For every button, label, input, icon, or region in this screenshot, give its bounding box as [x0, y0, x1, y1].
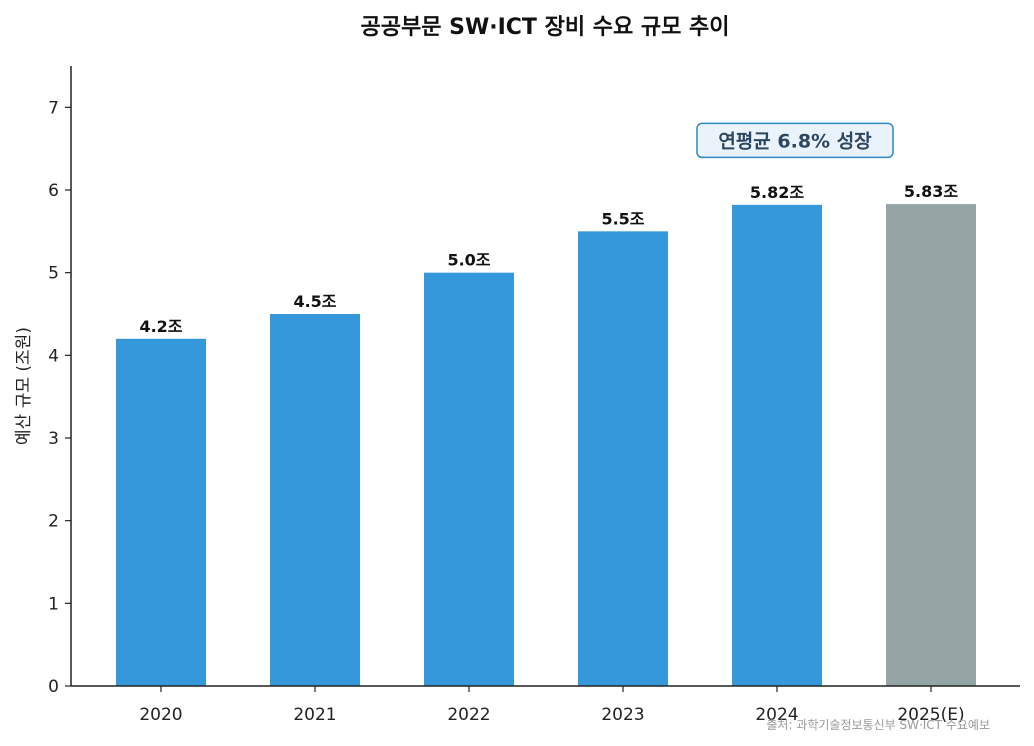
chart-title: 공공부문 SW·ICT 장비 수요 규모 추이	[361, 15, 730, 40]
annotation-box	[696, 122, 894, 159]
y-axis-label: 예산 규모 (조원)	[14, 327, 34, 445]
x-tick-label: 2022	[447, 705, 490, 725]
growth-annotation: 연평균 6.8% 성장	[696, 122, 894, 159]
data-label-2025(E): 5.83조	[904, 182, 958, 201]
x-tick-label: 2024	[755, 705, 798, 725]
x-tick-label: 2020	[139, 705, 182, 725]
y-tick-label: 7	[48, 98, 59, 118]
y-tick-label: 0	[48, 677, 59, 697]
y-tick-label: 4	[48, 346, 59, 366]
data-labels: 4.2조 4.5조 5.0조 5.5조 5.82조 5.83조	[139, 182, 958, 336]
y-axis-ticks: 0 1 2 3 4 5 6 7	[48, 98, 71, 697]
data-label-2022: 5.0조	[447, 251, 490, 270]
bars	[116, 204, 976, 687]
data-label-2024: 5.82조	[750, 183, 804, 202]
y-tick-label: 6	[48, 181, 59, 201]
bar-2020	[116, 338, 206, 686]
source-note: 출처: 과학기술정보통신부 SW·ICT 수요예보	[766, 718, 990, 732]
y-tick-label: 3	[48, 429, 59, 449]
bar-2021	[270, 314, 360, 686]
data-label-2020: 4.2조	[139, 317, 182, 336]
y-tick-label: 1	[48, 594, 59, 614]
bar-2024	[732, 204, 822, 686]
bar-2025(E)	[886, 204, 976, 686]
x-tick-label: 2025(E)	[897, 705, 964, 725]
bar-2022	[424, 272, 514, 686]
x-tick-label: 2023	[601, 705, 644, 725]
y-tick-label: 5	[48, 264, 59, 284]
x-tick-label: 2021	[293, 705, 336, 725]
annotation-text: 연평균 6.8% 성장	[718, 130, 872, 152]
data-label-2023: 5.5조	[601, 209, 644, 228]
x-axis-ticks: 2020 2021 2022 2023 2024 2025(E)	[139, 686, 965, 725]
bar-2023	[578, 231, 668, 687]
data-label-2021: 4.5조	[293, 292, 336, 311]
y-tick-label: 2	[48, 512, 59, 532]
